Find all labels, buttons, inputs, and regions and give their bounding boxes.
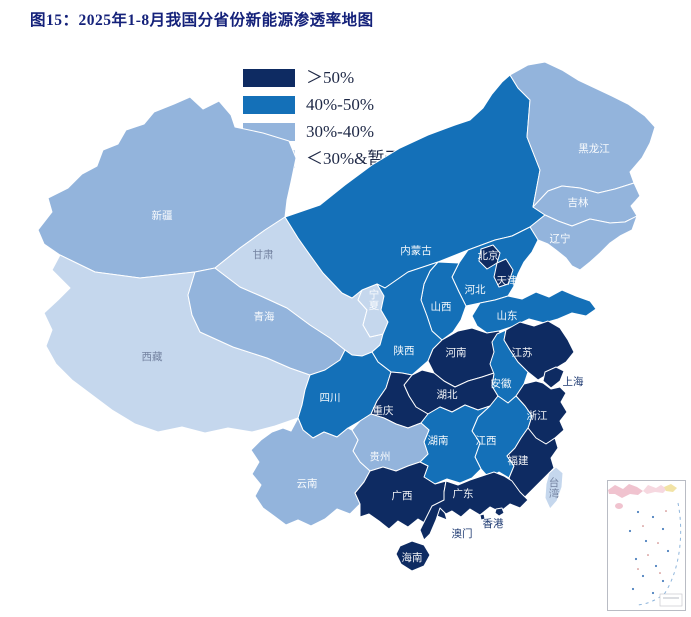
south-china-sea-inset-map — [608, 484, 683, 607]
province-taiwan — [544, 466, 564, 510]
inset-mainland-shape — [608, 484, 643, 498]
inset-islands-dots — [628, 510, 670, 595]
province-tianjin — [493, 258, 514, 288]
legend-item-gt50: ＞50% — [243, 64, 435, 91]
province-fujian — [506, 427, 559, 498]
province-yunnan — [250, 417, 371, 527]
province-shaanxi — [371, 261, 443, 376]
inset-coast-shape — [643, 485, 667, 494]
south-china-sea-inset — [607, 480, 686, 611]
province-label-xianggang: 香港 — [483, 518, 504, 530]
inset-dash-line — [637, 502, 682, 606]
legend-label-r30_40: 30%-40% — [306, 122, 374, 141]
inset-island-yellow — [664, 484, 677, 492]
inset-hainan-shape — [615, 503, 623, 509]
legend-swatch-gt50 — [243, 68, 295, 87]
legend-label-gt50: ＞50% — [306, 68, 355, 87]
inset-scale-box — [659, 593, 683, 607]
province-aomen — [479, 513, 486, 521]
legend-item-r40_50: 40%-50% — [243, 91, 435, 118]
province-xianggang — [494, 507, 505, 517]
province-label-shanghai: 上海 — [563, 375, 584, 388]
province-jiangsu — [503, 320, 575, 381]
province-hainan — [395, 540, 431, 572]
province-label-aomen: 澳门 — [452, 527, 473, 540]
province-liaoning — [529, 214, 638, 271]
legend-swatch-r40_50 — [243, 95, 295, 114]
figure-title: 图15：2025年1-8月我国分省份新能源渗透率地图 — [30, 12, 374, 29]
province-shanghai — [542, 366, 565, 389]
province-heilongjiang — [509, 61, 656, 208]
inset-reef-dots — [637, 510, 667, 574]
province-guangxi — [354, 461, 453, 530]
legend-label-r40_50: 40%-50% — [306, 95, 374, 114]
province-guangdong — [419, 471, 529, 541]
